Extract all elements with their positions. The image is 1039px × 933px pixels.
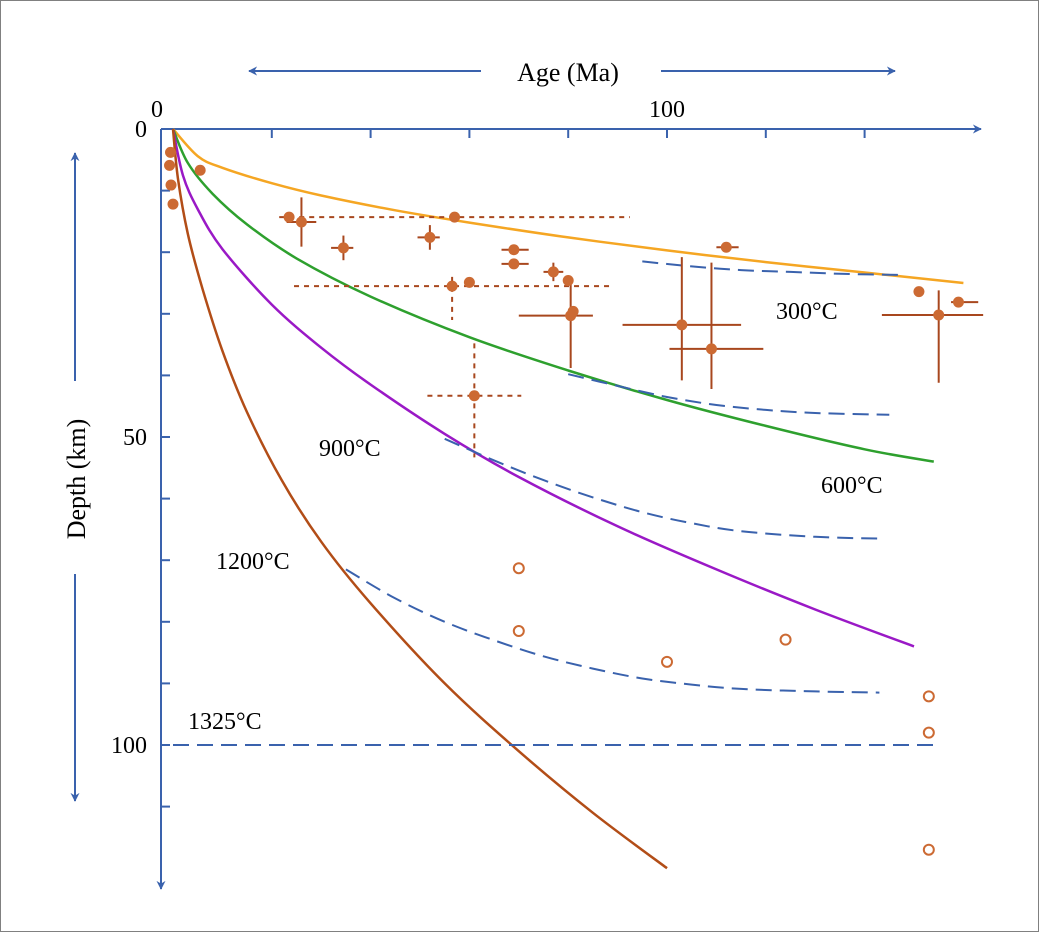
isotherm-label-1325: 1325°C	[188, 709, 262, 735]
data-point-filled	[295, 216, 307, 228]
isotherm-line-600	[171, 128, 935, 463]
x-tick-label: 0	[151, 97, 163, 123]
y-axis-title: Depth (km)	[62, 419, 91, 540]
isotherm-label-600: 600°C	[821, 473, 883, 499]
y-tick-label: 50	[123, 425, 147, 451]
x-tick-labels: 0 100	[151, 97, 685, 123]
x-tick-marks	[270, 129, 866, 138]
isotherm-label-300: 300°C	[776, 299, 838, 325]
data-point-filled	[164, 159, 176, 171]
isotherm-line-300	[172, 128, 964, 285]
data-point-filled	[449, 211, 461, 223]
errorbar-layer	[279, 197, 984, 458]
dashed-isotherm-dashed-5	[567, 373, 890, 416]
x-tick-label: 100	[649, 97, 685, 123]
dashed-isotherm-dashed-4	[642, 260, 905, 276]
data-point-filled	[567, 305, 579, 317]
dashed-isotherm-dashed-6	[444, 437, 880, 540]
isotherm-labels: 300°C 600°C 900°C 1200°C 1325°C	[188, 299, 883, 735]
axes	[156, 124, 982, 890]
dashed-isotherm-dashed-7	[345, 568, 880, 694]
y-tick-marks	[161, 189, 170, 808]
data-point-open	[512, 562, 525, 575]
data-point-filled	[952, 296, 964, 308]
data-point-filled	[720, 241, 732, 253]
data-point-open	[922, 690, 935, 703]
data-point-filled	[508, 244, 520, 256]
y-tick-label: 0	[135, 117, 147, 143]
data-point-filled	[194, 164, 206, 176]
data-point-filled	[468, 390, 480, 402]
isotherm-label-1200: 1200°C	[216, 549, 290, 575]
data-point-filled	[337, 242, 349, 254]
x-axis-title: Age (Ma)	[517, 58, 619, 87]
data-point-filled	[424, 231, 436, 243]
data-point-filled	[463, 276, 475, 288]
data-point-open	[512, 625, 525, 638]
isotherm-line-1200	[171, 128, 668, 870]
y-tick-labels: 0 50 100	[111, 117, 147, 759]
series-layer	[171, 128, 964, 870]
data-point-filled	[283, 211, 295, 223]
isotherm-label-900: 900°C	[319, 436, 381, 462]
data-point-open	[922, 843, 935, 856]
data-point-filled	[547, 266, 559, 278]
data-point-filled	[913, 286, 925, 298]
data-point-filled	[167, 198, 179, 210]
data-point-filled	[705, 343, 717, 355]
data-point-filled	[933, 309, 945, 321]
data-point-filled	[165, 146, 177, 158]
axis-label-arrows	[70, 66, 896, 802]
y-tick-label: 100	[111, 733, 147, 759]
isotherm-line-900	[171, 128, 915, 648]
data-point-open	[922, 726, 935, 739]
data-point-open	[661, 655, 673, 668]
data-point-filled	[562, 275, 574, 287]
points-layer	[164, 146, 964, 856]
data-point-filled	[165, 179, 177, 191]
data-point-filled	[508, 258, 520, 270]
data-point-filled	[446, 280, 458, 292]
data-point-filled	[676, 319, 688, 331]
data-point-open	[779, 633, 792, 646]
